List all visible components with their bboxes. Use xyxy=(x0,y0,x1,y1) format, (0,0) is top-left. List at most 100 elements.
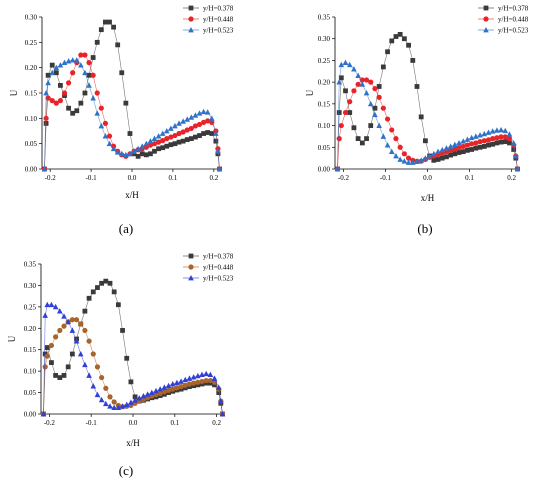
data-point xyxy=(514,166,521,172)
y-tick-label: 0.35 xyxy=(24,261,37,269)
data-point xyxy=(40,411,47,417)
data-point xyxy=(155,133,162,139)
data-point xyxy=(481,144,487,149)
data-point xyxy=(200,108,207,115)
data-point xyxy=(456,139,462,146)
x-axis-label: x/H xyxy=(126,438,140,448)
data-point xyxy=(176,130,182,137)
data-point xyxy=(168,125,174,131)
data-point xyxy=(61,59,68,65)
data-point xyxy=(469,147,475,152)
data-point xyxy=(481,138,487,144)
data-point xyxy=(115,42,121,48)
legend-entry: y/H=0.523 xyxy=(498,27,529,35)
data-point xyxy=(147,138,154,144)
y-tick-label: 0.00 xyxy=(318,166,331,174)
data-point xyxy=(199,371,205,377)
data-point xyxy=(86,295,92,301)
data-point xyxy=(190,374,197,380)
data-point xyxy=(127,131,133,136)
data-point xyxy=(195,372,201,379)
x-tick-label: 0.0 xyxy=(423,174,432,182)
data-point xyxy=(196,121,203,128)
data-point xyxy=(124,355,130,361)
data-point xyxy=(48,342,55,349)
data-point xyxy=(347,99,353,105)
x-tick-label: 0.0 xyxy=(129,419,138,427)
data-point xyxy=(163,128,170,134)
data-point xyxy=(82,361,88,368)
data-point xyxy=(215,384,222,390)
data-point xyxy=(73,338,80,344)
data-point xyxy=(94,90,100,96)
data-point xyxy=(452,151,458,157)
data-point xyxy=(207,377,213,384)
data-point xyxy=(182,376,189,383)
data-point xyxy=(213,130,219,136)
data-point xyxy=(359,81,366,87)
data-point xyxy=(372,86,378,92)
data-point xyxy=(468,134,475,141)
data-point xyxy=(347,110,353,115)
x-tick-label: 0.1 xyxy=(465,174,474,182)
data-point xyxy=(159,130,166,136)
data-point xyxy=(359,140,365,146)
data-point xyxy=(90,289,96,295)
data-point xyxy=(422,155,429,161)
data-point xyxy=(351,125,357,131)
data-point xyxy=(186,375,193,381)
data-point xyxy=(78,321,84,327)
data-point xyxy=(200,119,207,125)
data-point xyxy=(182,382,188,388)
data-point xyxy=(336,79,343,85)
y-tick-label: 0.00 xyxy=(25,166,38,174)
data-point xyxy=(157,390,163,397)
legend-entry: y/H=0.448 xyxy=(498,16,529,24)
y-tick-label: 0.30 xyxy=(24,282,37,290)
y-tick-label: 0.15 xyxy=(318,100,331,108)
data-point xyxy=(74,108,80,114)
data-point xyxy=(107,280,113,286)
data-point xyxy=(218,398,224,404)
data-point xyxy=(178,378,184,384)
data-point xyxy=(418,157,424,163)
data-point xyxy=(42,364,48,370)
data-point xyxy=(139,151,145,157)
data-point xyxy=(452,141,458,148)
y-tick-label: 0.25 xyxy=(25,39,38,47)
data-point xyxy=(168,134,174,140)
series-3 xyxy=(40,301,226,417)
series-3 xyxy=(41,57,223,172)
data-point xyxy=(135,153,141,159)
data-point xyxy=(494,140,500,146)
data-point xyxy=(199,378,205,385)
data-point xyxy=(135,145,141,152)
data-point xyxy=(448,147,454,153)
y-tick-label: 0.05 xyxy=(24,389,37,397)
data-point xyxy=(90,72,96,78)
data-point xyxy=(86,60,92,66)
data-point xyxy=(132,394,138,400)
data-point xyxy=(498,134,504,140)
data-point xyxy=(77,351,84,357)
data-point xyxy=(168,142,174,148)
data-point xyxy=(69,317,75,323)
data-point xyxy=(53,64,60,71)
data-point xyxy=(82,90,88,96)
data-point xyxy=(405,155,412,161)
x-axis-label: x/H xyxy=(421,193,435,203)
data-point xyxy=(216,166,223,172)
data-point xyxy=(431,157,437,163)
legend: y/H=0.378 y/H=0.448 y/H=0.523 xyxy=(478,5,529,35)
data-point xyxy=(73,57,80,63)
x-tick-label: 0.0 xyxy=(128,174,137,182)
data-point xyxy=(58,83,63,88)
data-point xyxy=(498,139,504,145)
data-point xyxy=(151,135,158,141)
data-point xyxy=(355,72,361,79)
data-point xyxy=(197,133,202,138)
data-point xyxy=(102,120,109,126)
data-point xyxy=(401,36,407,42)
y-tick-label: 0.20 xyxy=(25,64,38,72)
data-point xyxy=(401,151,407,157)
